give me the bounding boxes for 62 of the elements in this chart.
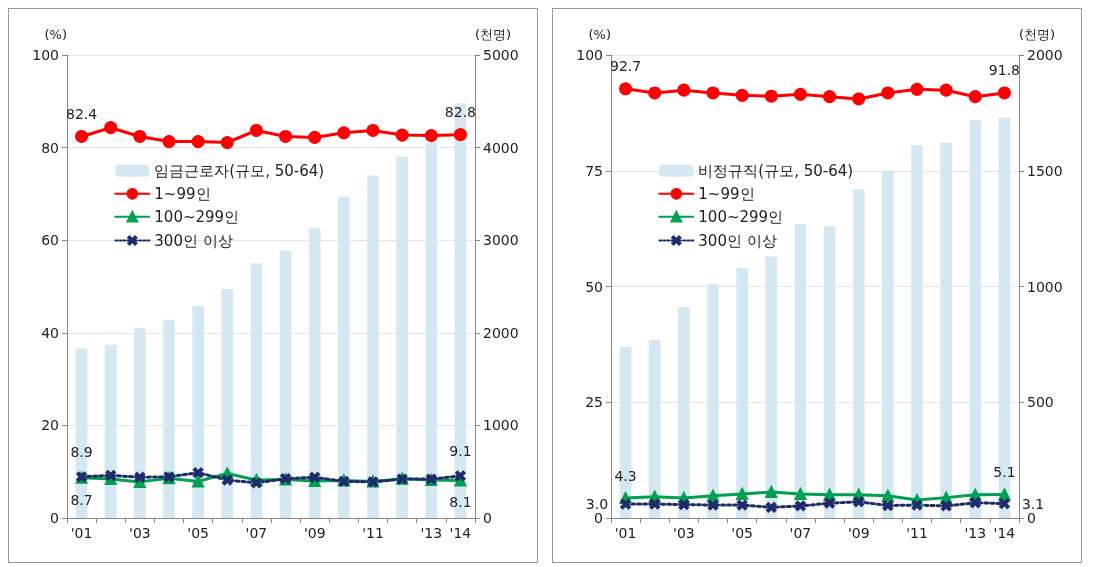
y2-tick-label: 4000 — [483, 139, 519, 156]
y-tick-label: 0 — [594, 510, 603, 526]
data-label: 82.8 — [444, 104, 477, 121]
y2-tick-label: 0 — [483, 510, 492, 526]
x-tick-label: '03 — [673, 525, 695, 541]
x-tick-label: '14 — [449, 525, 472, 541]
y-tick-label: 50 — [585, 278, 603, 295]
x-tick-label: '13 — [964, 525, 987, 541]
data-label: 92.7 — [609, 58, 642, 75]
x-tick-label: '01 — [70, 525, 93, 541]
data-label: 8.9 — [70, 444, 93, 461]
data-label: 8.7 — [70, 491, 93, 508]
y-tick-label: 75 — [585, 162, 603, 179]
y2-tick-label: 3000 — [483, 232, 519, 249]
data-label: 9.1 — [449, 443, 472, 460]
x-tick-label: '05 — [187, 525, 209, 541]
y-tick-label: 20 — [41, 417, 59, 434]
y-tick-label: 60 — [41, 232, 59, 249]
y-tick-label: 0 — [50, 510, 59, 526]
y-tick-label: 100 — [32, 47, 59, 63]
y-tick-label: 100 — [576, 47, 603, 63]
x-tick-label: '03 — [129, 525, 151, 541]
y2-tick-label: 2000 — [1027, 47, 1063, 63]
y-axis-title: (%) — [588, 27, 611, 42]
y2-tick-label: 1000 — [1027, 278, 1063, 295]
data-label: 82.4 — [65, 105, 98, 122]
legend-label: 300인 이상 — [698, 231, 777, 250]
x-tick-label: '14 — [993, 525, 1016, 541]
data-label: 8.1 — [449, 494, 472, 511]
y-tick-label: 80 — [41, 139, 59, 156]
y2-tick-label: 1000 — [483, 417, 519, 434]
y2-tick-label: 500 — [1027, 394, 1054, 411]
legend-label: 1~99인 — [698, 184, 755, 203]
data-label: 4.3 — [614, 468, 637, 485]
data-label: 91.8 — [988, 62, 1021, 79]
x-tick-label: '09 — [847, 525, 870, 541]
y2-tick-label: 2000 — [483, 324, 519, 341]
y2-axis-title: (천명) — [475, 27, 512, 42]
y2-tick-label: 0 — [1027, 510, 1036, 526]
y-tick-label: 40 — [41, 324, 59, 341]
data-label: 3.0 — [585, 496, 609, 513]
data-label: 5.1 — [993, 464, 1016, 481]
x-tick-label: '07 — [245, 525, 268, 541]
y2-tick-label: 1500 — [1027, 162, 1063, 179]
data-label: 3.1 — [1021, 495, 1045, 512]
x-tick-label: '09 — [303, 525, 326, 541]
x-tick-label: '11 — [362, 525, 384, 541]
x-tick-label: '01 — [614, 525, 637, 541]
x-tick-label: '11 — [906, 525, 928, 541]
legend-label: 300인 이상 — [154, 231, 233, 250]
legend-label: 1~99인 — [154, 184, 211, 203]
y-tick-label: 25 — [585, 394, 603, 411]
legend-label: 임금근로자(규모, 50-64) — [154, 161, 325, 180]
x-tick-label: '07 — [789, 525, 812, 541]
x-tick-label: '13 — [420, 525, 443, 541]
y2-axis-title: (천명) — [1019, 27, 1056, 42]
x-tick-label: '05 — [731, 525, 753, 541]
legend-label: 비정규직(규모, 50-64) — [698, 161, 854, 180]
y-axis-title: (%) — [44, 27, 67, 42]
legend-label: 100~299인 — [698, 207, 784, 226]
y2-tick-label: 5000 — [483, 47, 519, 63]
legend-label: 100~299인 — [154, 207, 240, 226]
